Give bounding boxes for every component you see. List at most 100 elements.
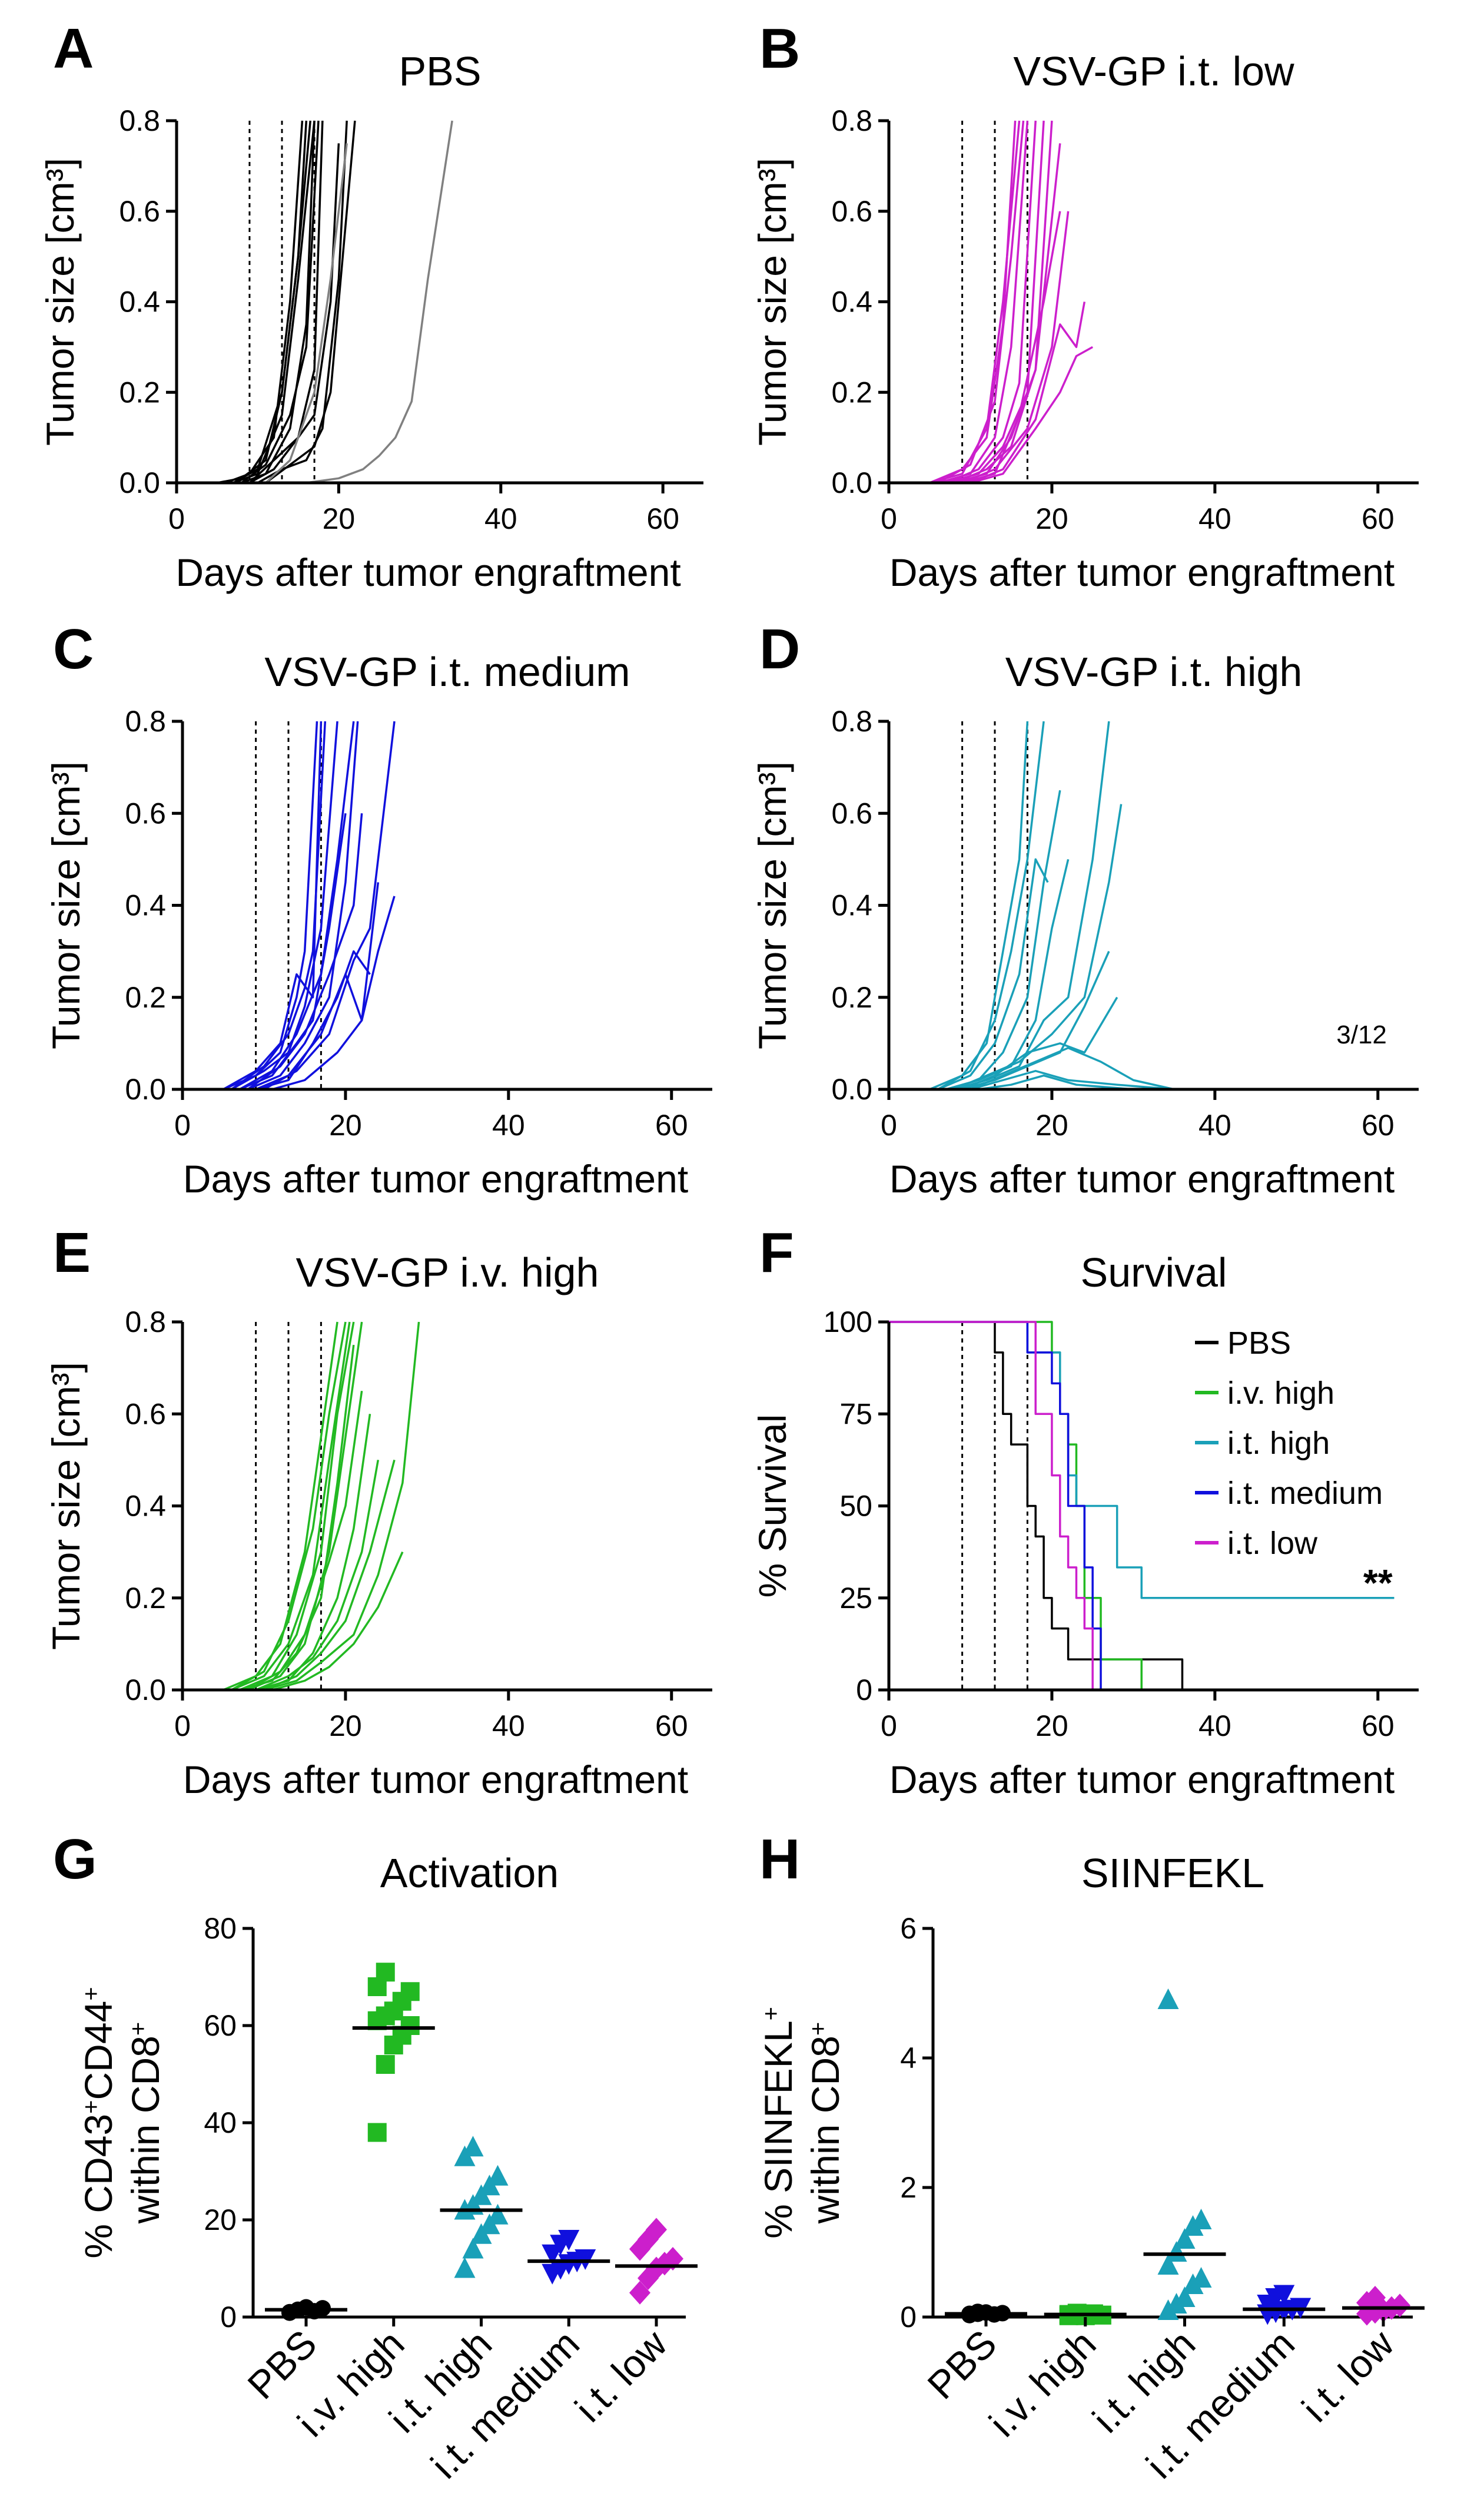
legend: PBS i.v. high i.t. high i.t. medium i.t. low xyxy=(1195,1325,1383,1561)
panel-title: PBS xyxy=(399,48,481,94)
data-point xyxy=(970,2303,986,2321)
tumor-growth-trace xyxy=(970,1070,1395,1091)
label-part: + xyxy=(758,2007,784,2020)
panel-F: F Survival 0 20 40 60 0 25 50 75 100 Days after tum… xyxy=(751,1221,1419,1801)
tumor-growth-trace xyxy=(970,301,1086,484)
y-axis-label: % CD43+CD44+within CD8+ xyxy=(77,1987,167,2258)
y-tick-label: 2 xyxy=(900,2171,917,2204)
x-tick-label: 60 xyxy=(1362,1109,1395,1142)
y-tick-label: 0.6 xyxy=(831,195,872,228)
x-tick-label: 40 xyxy=(1199,1109,1231,1142)
group-pbs xyxy=(945,2303,1027,2324)
y-axis-label: Tumor size [cm³] xyxy=(44,1362,88,1650)
panel-letter: C xyxy=(53,618,94,681)
x-tick-label: 40 xyxy=(492,1709,525,1742)
y-axis-label-line2: within CD8+ xyxy=(804,2022,847,2224)
x-tick-label: 20 xyxy=(329,1709,362,1742)
group-i-t-low xyxy=(615,2218,698,2305)
group-i-v-high xyxy=(352,1963,435,2142)
tumor-growth-trace xyxy=(241,120,316,484)
label-part: + xyxy=(125,2022,151,2036)
tumor-growth-trace xyxy=(929,721,1029,1091)
x-tick-label: 40 xyxy=(484,502,517,535)
x-tick-label: 40 xyxy=(492,1109,525,1142)
data-point xyxy=(462,2238,484,2259)
data-point xyxy=(1365,2286,1386,2309)
y-tick-label: 80 xyxy=(204,1912,237,1945)
significance-marker: ** xyxy=(1363,1562,1393,1604)
tumor-growth-trace xyxy=(961,996,1118,1091)
x-tick-label: 60 xyxy=(646,502,679,535)
y-tick-label: 0.0 xyxy=(125,1673,166,1706)
tumor-growth-trace xyxy=(961,211,1070,484)
y-tick-label: 0 xyxy=(856,1673,872,1706)
x-tick-label: 0 xyxy=(881,1709,897,1742)
category-label: PBS xyxy=(919,2322,1005,2408)
tumor-growth-trace xyxy=(263,1459,396,1691)
data-point xyxy=(462,2136,484,2157)
y-tick-label: 0.4 xyxy=(831,286,872,319)
tumor-growth-trace xyxy=(937,858,1049,1091)
x-tick-label: 0 xyxy=(174,1109,191,1142)
y-tick-label: 0.0 xyxy=(831,466,872,499)
data-point xyxy=(558,2230,580,2251)
data-point xyxy=(1273,2285,1295,2306)
data-point xyxy=(487,2203,509,2225)
x-tick-label: 0 xyxy=(168,502,185,535)
category-label: i.t. low xyxy=(1293,2321,1402,2430)
data-point xyxy=(1174,2286,1196,2307)
tumor-growth-trace xyxy=(970,346,1094,484)
x-axis-label: Days after tumor engraftment xyxy=(889,1758,1395,1801)
tumor-growth-trace xyxy=(247,813,363,1091)
data-point xyxy=(629,2281,650,2305)
label-part: + xyxy=(78,1987,104,2000)
y-tick-label: 0.6 xyxy=(125,1397,166,1430)
data-point xyxy=(1166,2241,1187,2262)
tumor-growth-trace xyxy=(231,721,327,1091)
y-tick-label: 0.0 xyxy=(119,466,160,499)
group-i-t-high xyxy=(1143,1988,1226,2320)
tumor-growth-trace xyxy=(271,896,396,1091)
data-point xyxy=(454,2257,476,2278)
x-tick-label: 40 xyxy=(1199,1709,1231,1742)
tumor-growth-trace xyxy=(225,120,304,484)
y-tick-label: 0.8 xyxy=(831,705,872,738)
data-point xyxy=(487,2165,509,2186)
y-axis-label: Tumor size [cm³] xyxy=(38,158,82,446)
tumor-growth-trace xyxy=(233,120,311,484)
x-tick-label: 60 xyxy=(1362,502,1395,535)
x-tick-label: 40 xyxy=(1199,502,1231,535)
label-part: within CD8 xyxy=(804,2036,847,2224)
tumor-growth-trace xyxy=(263,721,396,1091)
tumor-growth-trace xyxy=(247,721,359,1091)
tumor-growth-trace xyxy=(239,721,355,1091)
label-part: % SIINFEKL xyxy=(756,2020,800,2238)
panel-letter: B xyxy=(759,17,800,80)
tumor-growth-trace xyxy=(954,143,1061,484)
tumor-growth-trace xyxy=(265,143,348,484)
y-tick-label: 40 xyxy=(204,2106,237,2139)
panel-E: E VSV-GP i.v. high 0 20 40 60 0.0 0.2 0.4 0.6 0.8 D… xyxy=(44,1221,712,1801)
data-point xyxy=(367,2123,387,2142)
data-point xyxy=(1190,2209,1212,2229)
panel-D: D VSV-GP i.t. high 0 20 40 60 0.0 0.2 0.4 0.6 0.8 D… xyxy=(751,618,1419,1201)
tumor-growth-trace xyxy=(937,120,1025,484)
panel-title: VSV-GP i.t. high xyxy=(1005,649,1303,695)
y-tick-label: 25 xyxy=(839,1582,872,1615)
y-axis-label: Tumor size [cm³] xyxy=(44,761,88,1049)
x-tick-label: 20 xyxy=(1035,1109,1068,1142)
label-part: + xyxy=(805,2022,831,2036)
category-label: i.v. high xyxy=(981,2322,1104,2445)
tumor-growth-trace xyxy=(929,120,1021,484)
tumor-growth-trace xyxy=(945,120,1037,484)
tumor-growth-trace xyxy=(306,120,453,484)
panel-letter: G xyxy=(53,1828,97,1891)
y-tick-label: 0 xyxy=(900,2301,917,2334)
panel-C: C VSV-GP i.t. medium 0 20 40 60 0.0 0.2 0.4 0.6 0.… xyxy=(44,618,712,1201)
panel-title: Survival xyxy=(1081,1249,1227,1295)
group-i-t-high xyxy=(440,2136,523,2278)
x-tick-label: 20 xyxy=(1035,502,1068,535)
panel-B: B VSV-GP i.t. low 0 20 40 60 0.0 0.2 0.4 0.6 0.8 Da… xyxy=(751,17,1419,594)
group-pbs xyxy=(265,2299,347,2321)
